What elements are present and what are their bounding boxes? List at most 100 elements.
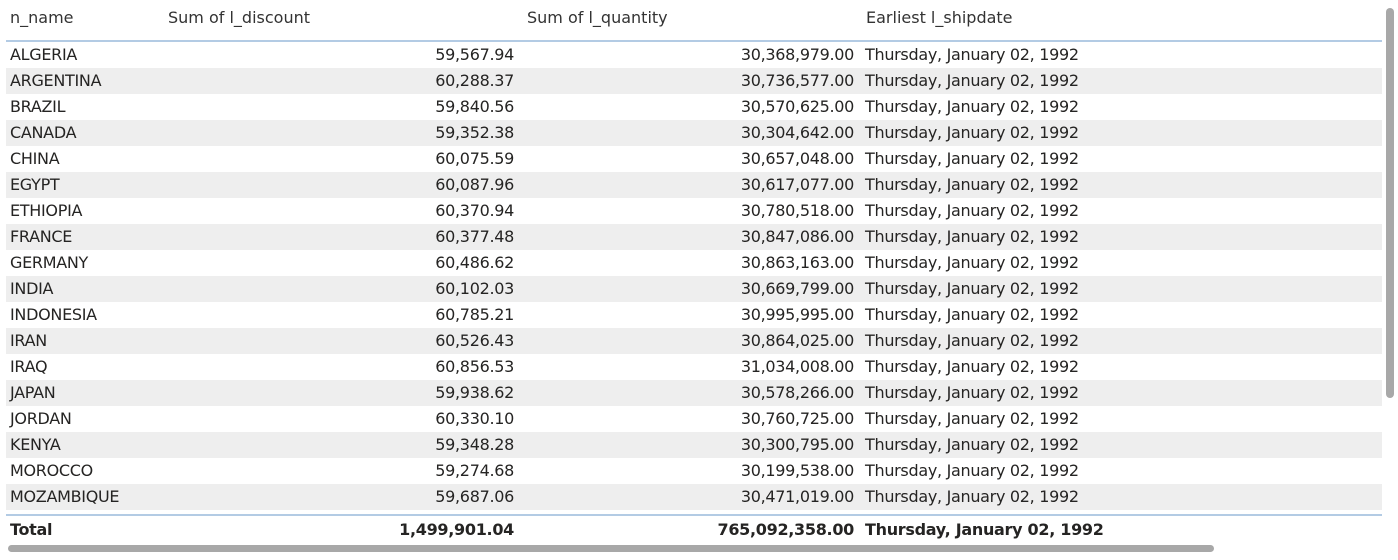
cell-sum-discount: 60,288.37 — [435, 71, 514, 90]
cell-earliest-shipdate: Thursday, January 02, 1992 — [865, 461, 1079, 480]
table-row[interactable]: JORDAN 60,330.10 30,760,725.00 Thursday, Ja… — [6, 406, 1382, 432]
table-row[interactable]: ARGENTINA 60,288.37 30,736,577.00 Thursday,… — [6, 68, 1382, 94]
cell-sum-quantity: 30,304,642.00 — [740, 123, 854, 142]
cell-earliest-shipdate: Thursday, January 02, 1992 — [865, 409, 1079, 428]
cell-sum-discount: 59,348.28 — [435, 435, 514, 454]
cell-n-name: INDIA — [10, 279, 54, 298]
cell-sum-discount: 59,938.62 — [435, 383, 514, 402]
total-row: Total 1,499,901.04 765,092,358.00 Thursd… — [6, 517, 1382, 543]
cell-earliest-shipdate: Thursday, January 02, 1992 — [865, 435, 1079, 454]
cell-n-name: ARGENTINA — [10, 71, 102, 90]
total-shipdate: Thursday, January 02, 1992 — [865, 520, 1104, 539]
cell-n-name: FRANCE — [10, 227, 73, 246]
cell-sum-quantity: 30,657,048.00 — [740, 149, 854, 168]
cell-sum-discount: 59,567.94 — [435, 45, 514, 64]
cell-sum-quantity: 30,300,795.00 — [740, 435, 854, 454]
cell-sum-discount: 60,526.43 — [435, 331, 514, 350]
cell-sum-quantity: 30,760,725.00 — [740, 409, 854, 428]
table-row[interactable]: IRAQ 60,856.53 31,034,008.00 Thursday, Janu… — [6, 354, 1382, 380]
cell-n-name: JORDAN — [10, 409, 72, 428]
horizontal-scrollbar[interactable] — [8, 545, 1214, 552]
cell-sum-discount: 60,785.21 — [435, 305, 514, 324]
cell-sum-discount: 60,856.53 — [435, 357, 514, 376]
cell-n-name: BRAZIL — [10, 97, 66, 116]
cell-n-name: INDONESIA — [10, 305, 97, 324]
cell-sum-discount: 60,087.96 — [435, 175, 514, 194]
cell-sum-quantity: 30,471,019.00 — [740, 487, 854, 506]
cell-sum-discount: 59,352.38 — [435, 123, 514, 142]
cell-earliest-shipdate: Thursday, January 02, 1992 — [865, 123, 1079, 142]
cell-sum-discount: 60,075.59 — [435, 149, 514, 168]
table-row[interactable]: ETHIOPIA 60,370.94 30,780,518.00 Thursday, … — [6, 198, 1382, 224]
cell-n-name: CANADA — [10, 123, 77, 142]
table-row[interactable]: CHINA 60,075.59 30,657,048.00 Thursday, Jan… — [6, 146, 1382, 172]
cell-sum-quantity: 30,780,518.00 — [740, 201, 854, 220]
cell-earliest-shipdate: Thursday, January 02, 1992 — [865, 279, 1079, 298]
table-row[interactable]: CANADA 59,352.38 30,304,642.00 Thursday, Ja… — [6, 120, 1382, 146]
table-row[interactable]: GERMANY 60,486.62 30,863,163.00 Thursday, J… — [6, 250, 1382, 276]
column-header-sum-quantity[interactable]: Sum of l_quantity — [527, 8, 668, 27]
column-header-n-name[interactable]: n_name — [10, 8, 74, 27]
cell-sum-discount: 59,687.06 — [435, 487, 514, 506]
cell-sum-discount: 60,102.03 — [435, 279, 514, 298]
cell-sum-quantity: 30,578,266.00 — [740, 383, 854, 402]
cell-n-name: JAPAN — [10, 383, 56, 402]
cell-earliest-shipdate: Thursday, January 02, 1992 — [865, 97, 1079, 116]
cell-earliest-shipdate: Thursday, January 02, 1992 — [865, 253, 1079, 272]
table-header: n_name Sum of l_discount Sum of l_quanti… — [0, 0, 1382, 40]
total-quantity: 765,092,358.00 — [717, 520, 855, 539]
column-header-sum-discount[interactable]: Sum of l_discount — [168, 8, 310, 27]
table-row[interactable]: INDONESIA 60,785.21 30,995,995.00 Thursday,… — [6, 302, 1382, 328]
table-row[interactable]: KENYA 59,348.28 30,300,795.00 Thursday, Jan… — [6, 432, 1382, 458]
table-row[interactable]: INDIA 60,102.03 30,669,799.00 Thursday, Jan… — [6, 276, 1382, 302]
cell-n-name: EGYPT — [10, 175, 60, 194]
cell-sum-discount: 60,370.94 — [435, 201, 514, 220]
cell-earliest-shipdate: Thursday, January 02, 1992 — [865, 201, 1079, 220]
cell-sum-discount: 59,274.68 — [435, 461, 514, 480]
cell-n-name: IRAN — [10, 331, 47, 350]
table-row[interactable]: FRANCE 60,377.48 30,847,086.00 Thursday, Ja… — [6, 224, 1382, 250]
cell-sum-quantity: 30,863,163.00 — [740, 253, 854, 272]
cell-n-name: IRAQ — [10, 357, 48, 376]
total-discount: 1,499,901.04 — [399, 520, 514, 539]
cell-earliest-shipdate: Thursday, January 02, 1992 — [865, 45, 1079, 64]
cell-earliest-shipdate: Thursday, January 02, 1992 — [865, 357, 1079, 376]
cell-sum-quantity: 30,995,995.00 — [740, 305, 854, 324]
column-header-earliest-shipdate[interactable]: Earliest l_shipdate — [866, 8, 1013, 27]
cell-earliest-shipdate: Thursday, January 02, 1992 — [865, 383, 1079, 402]
table-row[interactable]: EGYPT 60,087.96 30,617,077.00 Thursday, Jan… — [6, 172, 1382, 198]
cell-n-name: CHINA — [10, 149, 60, 168]
cell-earliest-shipdate: Thursday, January 02, 1992 — [865, 487, 1079, 506]
table-row[interactable]: ALGERIA 59,567.94 30,368,979.00 Thursday, J… — [6, 42, 1382, 68]
cell-sum-quantity: 30,736,577.00 — [740, 71, 854, 90]
table-row[interactable]: JAPAN 59,938.62 30,578,266.00 Thursday, Jan… — [6, 380, 1382, 406]
table-row[interactable]: IRAN 60,526.43 30,864,025.00 Thursday, Janu… — [6, 328, 1382, 354]
cell-sum-quantity: 30,669,799.00 — [740, 279, 854, 298]
cell-earliest-shipdate: Thursday, January 02, 1992 — [865, 305, 1079, 324]
table-row[interactable]: MOROCCO 59,274.68 30,199,538.00 Thursday, J… — [6, 458, 1382, 484]
cell-sum-quantity: 30,570,625.00 — [740, 97, 854, 116]
cell-earliest-shipdate: Thursday, January 02, 1992 — [865, 227, 1079, 246]
table-row[interactable]: MOZAMBIQUE 59,687.06 30,471,019.00 Thursday… — [6, 484, 1382, 510]
vertical-scrollbar[interactable] — [1386, 8, 1394, 398]
cell-sum-quantity: 31,034,008.00 — [740, 357, 854, 376]
cell-sum-discount: 60,486.62 — [435, 253, 514, 272]
cell-sum-quantity: 30,199,538.00 — [740, 461, 854, 480]
cell-sum-discount: 59,840.56 — [435, 97, 514, 116]
cell-earliest-shipdate: Thursday, January 02, 1992 — [865, 175, 1079, 194]
cell-sum-quantity: 30,368,979.00 — [740, 45, 854, 64]
total-divider — [6, 514, 1382, 516]
cell-sum-quantity: 30,864,025.00 — [740, 331, 854, 350]
header-divider — [6, 40, 1382, 42]
table-body: ALGERIA 59,567.94 30,368,979.00 Thursday, J… — [0, 42, 1382, 513]
cell-sum-discount: 60,377.48 — [435, 227, 514, 246]
cell-sum-discount: 60,330.10 — [435, 409, 514, 428]
total-label: Total — [10, 520, 53, 539]
cell-sum-quantity: 30,617,077.00 — [740, 175, 854, 194]
table-row[interactable]: BRAZIL 59,840.56 30,570,625.00 Thursday, Ja… — [6, 94, 1382, 120]
cell-n-name: GERMANY — [10, 253, 89, 272]
cell-n-name: MOZAMBIQUE — [10, 487, 120, 506]
cell-sum-quantity: 30,847,086.00 — [740, 227, 854, 246]
cell-n-name: ETHIOPIA — [10, 201, 83, 220]
